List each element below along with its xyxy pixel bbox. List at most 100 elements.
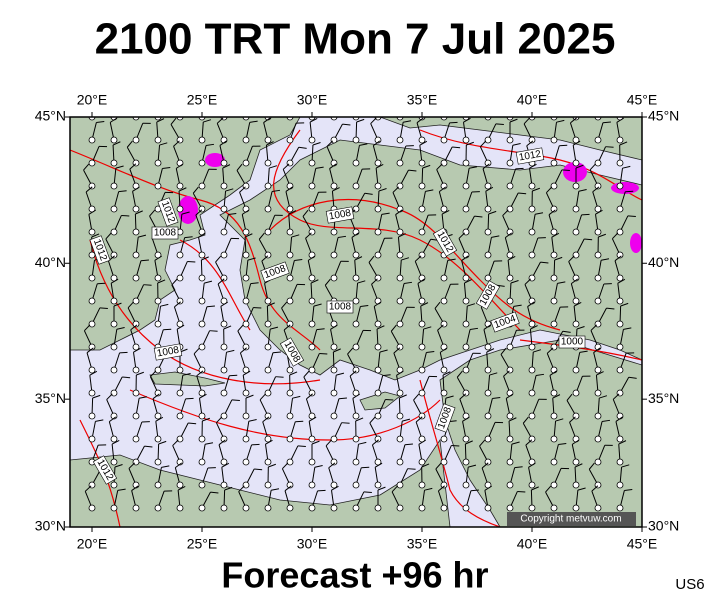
station	[507, 344, 513, 350]
station	[463, 436, 469, 442]
station	[309, 160, 315, 166]
station	[133, 252, 139, 258]
station	[573, 390, 579, 396]
station	[397, 321, 403, 327]
station	[287, 505, 293, 511]
station	[463, 321, 469, 327]
station	[177, 183, 183, 189]
map-area	[70, 95, 642, 527]
station	[573, 321, 579, 327]
station	[287, 183, 293, 189]
station	[441, 275, 447, 281]
station	[485, 367, 491, 373]
lon-label: 25°E	[187, 92, 218, 108]
station	[111, 229, 117, 235]
station	[507, 252, 513, 258]
station	[375, 252, 381, 258]
station	[375, 183, 381, 189]
station	[507, 160, 513, 166]
station	[419, 137, 425, 143]
barb-flag	[232, 400, 240, 401]
station	[133, 137, 139, 143]
station	[375, 206, 381, 212]
station	[111, 505, 117, 511]
station	[155, 298, 161, 304]
lat-label: 35°N	[648, 390, 679, 406]
station	[573, 505, 579, 511]
barb-flag	[606, 147, 614, 148]
station	[89, 252, 95, 258]
station	[419, 367, 425, 373]
station	[221, 321, 227, 327]
station	[111, 206, 117, 212]
station	[353, 505, 359, 511]
station	[243, 321, 249, 327]
station	[595, 229, 601, 235]
station	[243, 482, 249, 488]
station	[507, 436, 513, 442]
model-code: US6	[675, 576, 704, 593]
station	[199, 321, 205, 327]
station	[551, 229, 557, 235]
station	[89, 390, 95, 396]
station	[155, 321, 161, 327]
station	[551, 436, 557, 442]
station	[485, 321, 491, 327]
station	[485, 436, 491, 442]
station	[177, 413, 183, 419]
station	[111, 390, 117, 396]
station	[573, 367, 579, 373]
lon-label: 45°E	[627, 536, 658, 552]
station	[155, 459, 161, 465]
station	[375, 367, 381, 373]
station	[529, 413, 535, 419]
station	[463, 367, 469, 373]
station	[375, 505, 381, 511]
station	[111, 367, 117, 373]
station	[111, 298, 117, 304]
station	[243, 137, 249, 143]
station	[155, 137, 161, 143]
station	[221, 183, 227, 189]
station	[221, 390, 227, 396]
station	[507, 206, 513, 212]
station	[265, 183, 271, 189]
barb-flag	[408, 469, 416, 470]
lon-label: 35°E	[407, 536, 438, 552]
station	[89, 137, 95, 143]
station	[177, 275, 183, 281]
station	[507, 275, 513, 281]
station	[353, 344, 359, 350]
station	[507, 137, 513, 143]
station	[441, 505, 447, 511]
barb-flag	[559, 145, 567, 146]
station	[89, 298, 95, 304]
station	[331, 229, 337, 235]
station	[375, 390, 381, 396]
station	[133, 206, 139, 212]
station	[375, 321, 381, 327]
station	[221, 413, 227, 419]
lon-label: 40°E	[517, 92, 548, 108]
station	[463, 298, 469, 304]
station	[507, 413, 513, 419]
lon-label: 30°E	[297, 92, 328, 108]
station	[419, 459, 425, 465]
station	[617, 137, 623, 143]
barb-flag	[628, 216, 636, 217]
station	[397, 505, 403, 511]
station	[155, 183, 161, 189]
station	[397, 229, 403, 235]
station	[419, 229, 425, 235]
station	[309, 183, 315, 189]
station	[265, 344, 271, 350]
station	[309, 482, 315, 488]
station	[463, 183, 469, 189]
station	[551, 459, 557, 465]
lon-label: 30°E	[297, 536, 328, 552]
station	[221, 367, 227, 373]
station	[529, 367, 535, 373]
station	[375, 413, 381, 419]
station	[111, 436, 117, 442]
